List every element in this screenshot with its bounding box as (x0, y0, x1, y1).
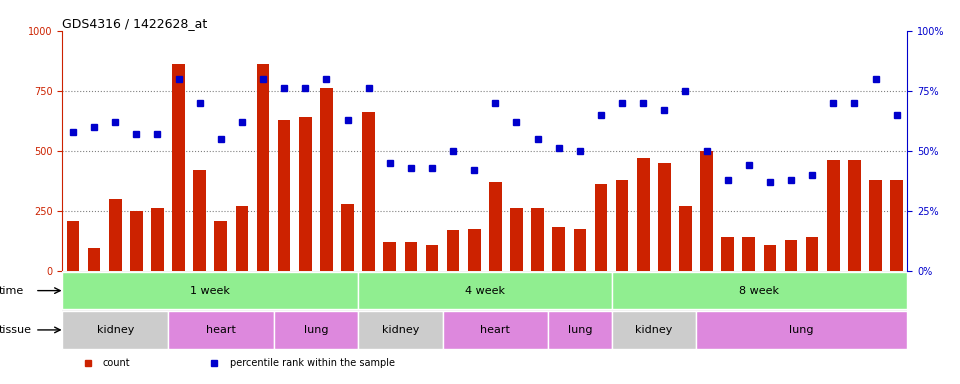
Bar (62, 311, 168, 349)
Bar (358, 272, 612, 310)
Bar (594, 184, 608, 271)
Bar (383, 242, 396, 271)
Bar (658, 163, 671, 271)
Text: 1 week: 1 week (190, 286, 230, 296)
Text: lung: lung (789, 325, 814, 335)
Bar (696, 311, 907, 349)
Bar (62, 272, 358, 310)
Bar (805, 237, 819, 271)
Text: percentile rank within the sample: percentile rank within the sample (229, 358, 395, 368)
Text: kidney: kidney (382, 325, 419, 335)
Bar (700, 151, 713, 271)
Bar (548, 311, 612, 349)
Bar (66, 220, 80, 271)
Bar (721, 237, 734, 271)
Text: tissue: tissue (0, 325, 32, 335)
Text: count: count (103, 358, 131, 368)
Bar (320, 88, 333, 271)
Bar (256, 65, 270, 271)
Bar (679, 206, 692, 271)
Bar (573, 229, 587, 271)
Text: heart: heart (480, 325, 511, 335)
Text: time: time (0, 286, 24, 296)
Bar (742, 237, 756, 271)
Bar (362, 113, 375, 271)
Bar (848, 161, 861, 271)
Text: heart: heart (205, 325, 236, 335)
Text: lung: lung (303, 325, 328, 335)
Bar (784, 240, 798, 271)
Bar (552, 227, 565, 271)
Bar (341, 204, 354, 271)
Bar (358, 311, 443, 349)
Bar (299, 117, 312, 271)
Text: GDS4316 / 1422628_at: GDS4316 / 1422628_at (62, 17, 207, 30)
Bar (404, 242, 418, 271)
Bar (443, 311, 548, 349)
Bar (827, 161, 840, 271)
Bar (489, 182, 502, 271)
Bar (235, 206, 249, 271)
Text: lung: lung (567, 325, 592, 335)
Text: kidney: kidney (636, 325, 672, 335)
Bar (214, 220, 228, 271)
Bar (612, 311, 696, 349)
Text: 4 week: 4 week (465, 286, 505, 296)
Bar (277, 119, 291, 271)
Bar (274, 311, 358, 349)
Bar (87, 248, 101, 271)
Bar (510, 209, 523, 271)
Bar (636, 158, 650, 271)
Bar (531, 209, 544, 271)
Bar (446, 230, 460, 271)
Bar (468, 229, 481, 271)
Bar (612, 272, 907, 310)
Bar (193, 170, 206, 271)
Bar (869, 180, 882, 271)
Bar (130, 211, 143, 271)
Bar (763, 245, 777, 271)
Text: kidney: kidney (97, 325, 133, 335)
Text: 8 week: 8 week (739, 286, 780, 296)
Bar (168, 311, 274, 349)
Bar (615, 180, 629, 271)
Bar (172, 65, 185, 271)
Bar (108, 199, 122, 271)
Bar (151, 209, 164, 271)
Bar (890, 180, 903, 271)
Bar (425, 245, 439, 271)
